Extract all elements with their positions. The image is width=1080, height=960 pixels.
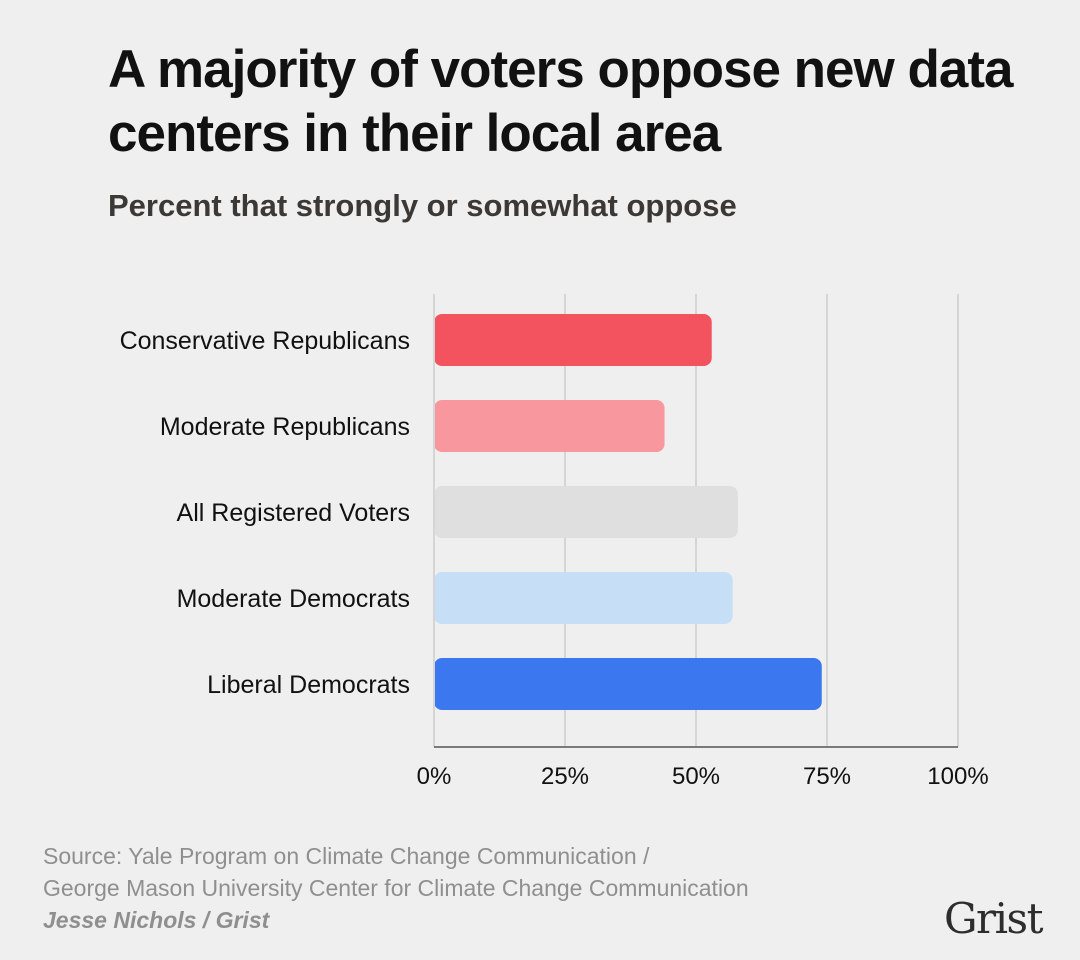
category-label-liberal-democrats: Liberal Democrats [207,671,410,699]
x-tick-label-0: 0% [417,763,452,790]
bar-liberal-democrats [434,658,822,710]
source-note: Source: Yale Program on Climate Change C… [43,840,749,904]
credit-line: Jesse Nichols / Grist [43,907,270,933]
chart-subtitle: Percent that strongly or somewhat oppose [108,188,737,223]
x-tick-label-25: 25% [541,763,589,790]
x-tick-label-75: 75% [803,763,851,790]
x-tick-label-50: 50% [672,763,720,790]
bar-all-registered-voters [434,486,738,538]
bar-moderate-democrats [434,572,733,624]
grist-logo: Grist [944,894,1044,943]
category-label-moderate-democrats: Moderate Democrats [177,585,410,613]
category-label-all-registered-voters: All Registered Voters [177,499,410,527]
bar-moderate-republicans [434,400,665,452]
source-line-2: George Mason University Center for Clima… [43,875,749,901]
chart-title: A majority of voters oppose new data cen… [108,40,1013,163]
bar-chart: Conservative Republicans Moderate Republi… [120,294,989,790]
bar-conservative-republicans [434,314,712,366]
category-label-conservative-republicans: Conservative Republicans [120,327,410,355]
source-line-1: Source: Yale Program on Climate Change C… [43,843,650,869]
category-label-moderate-republicans: Moderate Republicans [160,413,410,441]
x-tick-label-100: 100% [927,763,988,790]
